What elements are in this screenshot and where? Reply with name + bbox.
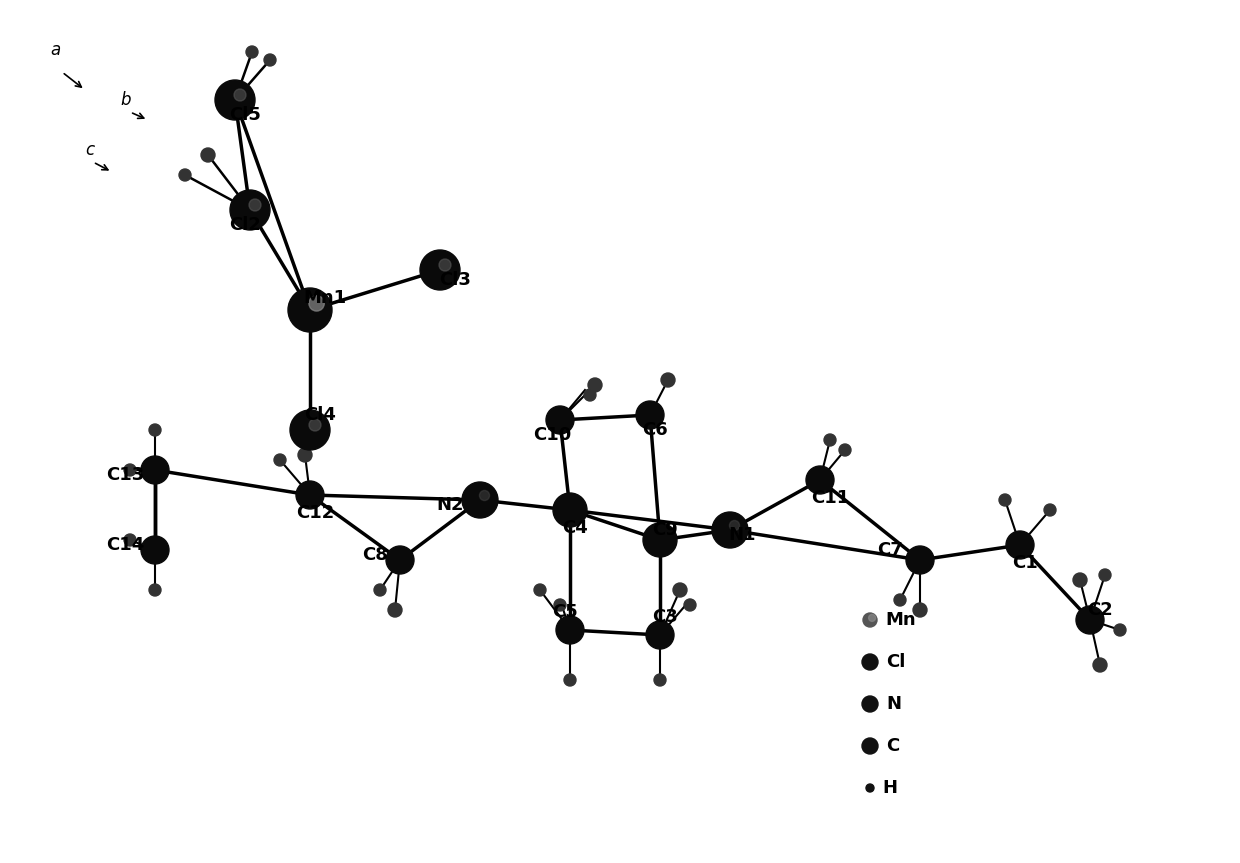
Circle shape <box>534 584 546 596</box>
Circle shape <box>1044 504 1056 516</box>
Text: C9: C9 <box>652 521 678 539</box>
Circle shape <box>564 674 577 686</box>
Circle shape <box>1073 573 1087 587</box>
Text: C14: C14 <box>105 536 144 554</box>
Circle shape <box>149 584 161 596</box>
Circle shape <box>1006 531 1034 559</box>
Text: Mn: Mn <box>885 611 915 629</box>
Circle shape <box>1092 658 1107 672</box>
Circle shape <box>388 603 402 617</box>
Circle shape <box>249 199 260 211</box>
Text: C12: C12 <box>296 504 334 522</box>
Text: N1: N1 <box>728 526 755 544</box>
Circle shape <box>124 464 136 476</box>
Circle shape <box>290 410 330 450</box>
Text: C8: C8 <box>362 546 388 564</box>
Circle shape <box>839 444 851 456</box>
Circle shape <box>825 434 836 446</box>
Circle shape <box>584 389 596 401</box>
Text: C2: C2 <box>1087 601 1112 619</box>
Circle shape <box>862 696 878 712</box>
Circle shape <box>1099 569 1111 581</box>
Circle shape <box>866 784 874 792</box>
Circle shape <box>913 603 928 617</box>
Text: C1: C1 <box>1012 554 1038 572</box>
Circle shape <box>246 46 258 58</box>
Text: N2: N2 <box>436 496 464 514</box>
Text: Cl3: Cl3 <box>439 271 471 289</box>
Circle shape <box>179 169 191 181</box>
Circle shape <box>296 481 324 509</box>
Text: C4: C4 <box>562 519 588 537</box>
Text: c: c <box>86 141 94 159</box>
Circle shape <box>480 490 490 501</box>
Circle shape <box>554 599 565 611</box>
Circle shape <box>420 250 460 290</box>
Text: Cl4: Cl4 <box>304 406 336 424</box>
Circle shape <box>149 424 161 436</box>
Text: C7: C7 <box>877 541 903 559</box>
Circle shape <box>264 54 277 66</box>
Circle shape <box>274 454 286 466</box>
Circle shape <box>1114 624 1126 636</box>
Text: Cl5: Cl5 <box>229 106 260 124</box>
Circle shape <box>646 621 675 649</box>
Circle shape <box>439 259 451 271</box>
Text: H: H <box>882 779 897 797</box>
Text: Cl: Cl <box>887 653 905 671</box>
Circle shape <box>673 583 687 597</box>
Circle shape <box>588 378 601 392</box>
Circle shape <box>653 674 666 686</box>
Circle shape <box>1076 606 1104 634</box>
Circle shape <box>712 512 748 548</box>
Text: Mn1: Mn1 <box>304 289 346 307</box>
Text: C5: C5 <box>552 603 578 621</box>
Circle shape <box>729 520 739 531</box>
Circle shape <box>636 401 663 429</box>
Text: C11: C11 <box>811 489 849 507</box>
Circle shape <box>201 148 215 162</box>
Circle shape <box>553 493 587 527</box>
Circle shape <box>863 613 877 627</box>
Circle shape <box>868 614 875 621</box>
Text: C: C <box>887 737 899 755</box>
Text: N: N <box>887 695 901 713</box>
Text: Cl2: Cl2 <box>229 216 260 234</box>
Circle shape <box>862 654 878 670</box>
Circle shape <box>556 616 584 644</box>
Circle shape <box>999 494 1011 506</box>
Circle shape <box>906 546 934 574</box>
Circle shape <box>288 288 332 332</box>
Circle shape <box>374 584 386 596</box>
Circle shape <box>644 523 677 557</box>
Circle shape <box>234 89 246 101</box>
Circle shape <box>463 482 498 518</box>
Text: C3: C3 <box>652 608 678 626</box>
Circle shape <box>124 534 136 546</box>
Text: a: a <box>50 41 61 59</box>
Circle shape <box>546 406 574 434</box>
Circle shape <box>862 738 878 754</box>
Circle shape <box>309 296 325 311</box>
Text: C6: C6 <box>642 421 668 439</box>
Circle shape <box>894 594 906 606</box>
Circle shape <box>309 419 321 431</box>
Circle shape <box>141 456 169 484</box>
Circle shape <box>806 466 835 494</box>
Circle shape <box>215 80 255 120</box>
Text: C10: C10 <box>533 426 572 444</box>
Text: C13: C13 <box>105 466 144 484</box>
Circle shape <box>141 536 169 564</box>
Circle shape <box>661 373 675 387</box>
Circle shape <box>298 448 312 462</box>
Circle shape <box>684 599 696 611</box>
Circle shape <box>229 190 270 230</box>
Circle shape <box>386 546 414 574</box>
Text: b: b <box>120 91 130 109</box>
